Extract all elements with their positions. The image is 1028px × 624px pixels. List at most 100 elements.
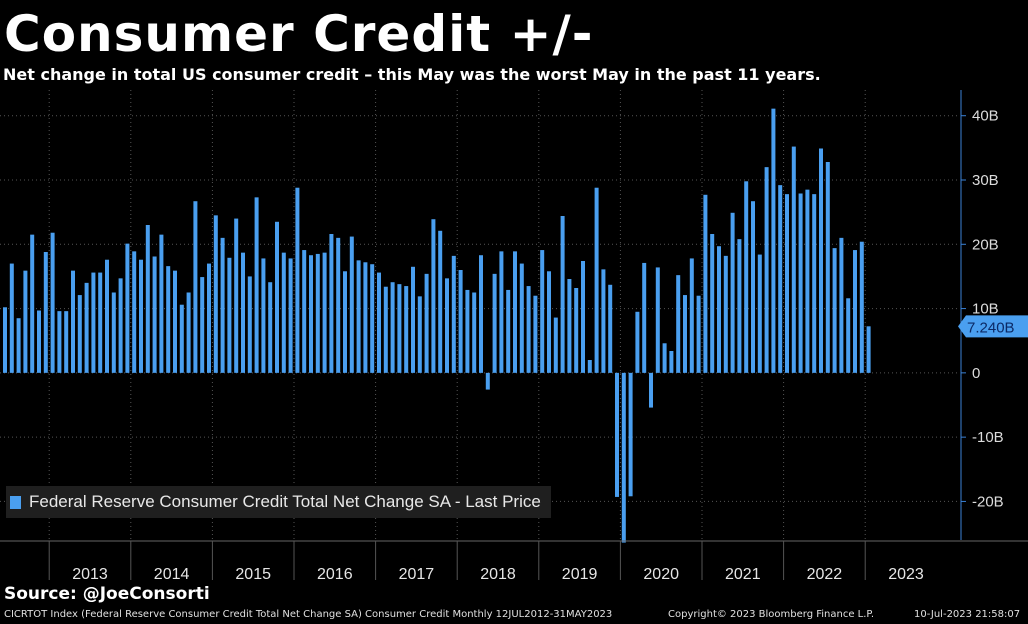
bar [43, 252, 48, 373]
y-tick-label: 10B [972, 301, 999, 318]
bar [370, 264, 375, 373]
bar [594, 187, 599, 373]
bar [798, 193, 803, 373]
chart-subtitle: Net change in total US consumer credit –… [3, 65, 821, 84]
bar [547, 271, 551, 373]
x-tick-label: 2023 [888, 566, 924, 583]
bar [145, 225, 150, 373]
x-tick-label: 2019 [562, 566, 598, 583]
bar [710, 234, 715, 373]
bar [179, 304, 184, 373]
y-tick-label: 40B [972, 108, 999, 125]
bar [785, 194, 789, 373]
bar [764, 167, 769, 373]
bar [417, 296, 422, 373]
x-tick-label: 2014 [154, 566, 190, 583]
bar [329, 234, 334, 373]
bar [649, 372, 653, 408]
footer-ticker-info: CICRTOT Index (Federal Reserve Consumer … [4, 609, 613, 620]
x-tick-label: 2022 [807, 566, 843, 583]
bar [349, 236, 354, 373]
bar [751, 201, 755, 373]
bar [581, 261, 585, 373]
bar [778, 185, 783, 373]
bar [356, 260, 361, 373]
bar [213, 215, 218, 373]
x-tick-label: 2015 [235, 566, 271, 583]
bar [16, 318, 21, 373]
bar [472, 292, 477, 373]
bar [587, 360, 592, 373]
y-tick-label: 20B [972, 236, 999, 253]
bar [499, 251, 504, 373]
bar [703, 194, 708, 373]
bar [23, 270, 28, 373]
legend-label: Federal Reserve Consumer Credit Total Ne… [29, 492, 541, 511]
bar [445, 278, 449, 373]
bar [676, 275, 681, 373]
bar [159, 234, 164, 373]
bar [438, 230, 443, 373]
bar [281, 252, 286, 373]
bar [268, 282, 273, 373]
bar [662, 343, 667, 373]
bar [9, 263, 14, 373]
bar [309, 255, 313, 373]
bar [819, 148, 823, 373]
last-price-tag: 7.240B [958, 315, 1028, 338]
bar [411, 266, 415, 373]
bar [377, 272, 381, 373]
bar [859, 241, 864, 373]
bar [615, 372, 619, 497]
bar [805, 189, 810, 373]
y-tick-label: 30B [972, 172, 999, 189]
bar [193, 201, 198, 373]
bar [336, 237, 341, 373]
bar [247, 276, 252, 373]
bar [866, 326, 871, 373]
bar [118, 278, 123, 373]
bar [567, 279, 572, 373]
bar [84, 282, 89, 373]
bar [669, 351, 674, 373]
bar [397, 284, 402, 373]
bar [227, 257, 232, 373]
bar [234, 218, 239, 373]
bar [479, 255, 483, 373]
bar [261, 258, 266, 373]
bar [50, 232, 55, 373]
bar [533, 295, 538, 373]
bar [390, 282, 395, 373]
bar [642, 262, 647, 373]
legend: Federal Reserve Consumer Credit Total Ne… [6, 486, 551, 518]
bar [30, 234, 35, 373]
bar [791, 146, 796, 373]
bar [526, 286, 531, 373]
bar [465, 289, 470, 373]
bar [363, 262, 368, 373]
y-tick-label: -10B [972, 429, 1004, 446]
bar [744, 181, 749, 373]
source-label: Source: @JoeConsorti [4, 584, 210, 604]
bar [275, 221, 279, 373]
bar [553, 317, 558, 373]
bar [91, 272, 96, 373]
bar [696, 295, 701, 373]
bar [771, 108, 776, 373]
bar [730, 212, 735, 373]
bar [343, 271, 347, 373]
bar [220, 237, 225, 373]
bar [832, 248, 837, 373]
x-tick-label: 2017 [399, 566, 435, 583]
bar [683, 295, 687, 373]
x-tick-label: 2016 [317, 566, 353, 583]
bar-series [3, 108, 871, 543]
bar [241, 252, 245, 373]
bar [757, 254, 762, 373]
bar [601, 269, 606, 373]
bar [458, 270, 463, 373]
bar [737, 239, 742, 373]
legend-swatch [10, 495, 21, 509]
bar [315, 253, 320, 373]
